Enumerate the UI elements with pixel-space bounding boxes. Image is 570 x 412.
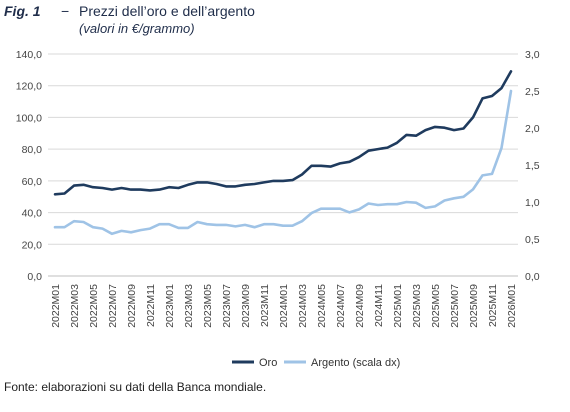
figure-dash: − (61, 3, 70, 19)
x-tick-label: 2025M07 (449, 284, 461, 328)
legend: Oro Argento (scala dx) (232, 357, 400, 369)
series-line-oro (53, 70, 513, 196)
x-tick-label: 2024M03 (297, 284, 309, 328)
x-tick-label: 2023M09 (240, 284, 252, 328)
x-tick-label: 2025M03 (411, 284, 423, 328)
x-tick-label: 2024M07 (335, 284, 347, 328)
y-right-tick-label: 2,0 (525, 123, 540, 135)
chart-title: Prezzi dell’oro e dell’argento (79, 3, 255, 19)
x-tick-label: 2025M11 (487, 284, 499, 327)
x-tick-label: 2026M01 (506, 284, 518, 328)
figure-number: Fig. 1 (4, 3, 41, 19)
x-tick-label: 2023M05 (202, 284, 214, 328)
legend-label-argento: Argento (scala dx) (311, 357, 400, 369)
legend-label-oro: Oro (259, 357, 277, 369)
series-lines (53, 70, 513, 236)
y-left-tick-label: 0,0 (27, 271, 42, 283)
series-line-argento (53, 89, 513, 236)
y-right-tick-label: 0,0 (525, 271, 540, 283)
y-left-tick-label: 40,0 (22, 208, 43, 220)
x-tick-label: 2022M09 (126, 284, 138, 328)
y-left-tick-label: 140,0 (16, 49, 42, 61)
x-tick-label: 2025M09 (468, 284, 480, 328)
x-tick-label: 2024M09 (354, 284, 366, 328)
x-tick-label: 2023M07 (221, 284, 233, 328)
x-tick-label: 2025M05 (430, 284, 442, 328)
x-tick-label: 2023M01 (164, 284, 176, 328)
y-left-tick-label: 80,0 (22, 144, 43, 156)
y-left-tick-label: 60,0 (22, 176, 43, 188)
x-tick-label: 2022M03 (69, 284, 81, 328)
y-left-tick-label: 20,0 (22, 239, 43, 251)
x-tick-label: 2023M03 (183, 284, 195, 328)
y-left-tick-label: 100,0 (16, 112, 42, 124)
x-tick-label: 2022M11 (145, 284, 157, 327)
x-tick-label: 2024M11 (373, 284, 385, 327)
y-right-tick-label: 1,0 (525, 197, 540, 209)
y-left-tick-label: 120,0 (16, 81, 42, 93)
source-note: Fonte: elaborazioni su dati della Banca … (4, 380, 267, 394)
x-axis: 2022M01 2022M03 2022M05 2022M07 2022M09 2022M… (50, 284, 518, 328)
figure-header: Fig. 1 − Prezzi dell’oro e dell’argento … (4, 2, 564, 42)
x-tick-label: 2022M01 (50, 284, 62, 328)
chart-subtitle: (valori in €/grammo) (79, 21, 195, 36)
y-right-tick-label: 2,5 (525, 86, 540, 98)
x-tick-label: 2023M11 (259, 284, 271, 327)
y-right-tick-label: 1,5 (525, 160, 540, 172)
y-axis-right: 0,0 0,5 1,0 1,5 2,0 2,5 3,0 (525, 49, 540, 283)
y-axis-left: 0,0 20,0 40,0 60,0 80,0 100,0 120,0 140,0 (16, 49, 42, 283)
x-tick-label: 2024M05 (316, 284, 328, 328)
x-tick-label: 2022M05 (88, 284, 100, 328)
x-tick-label: 2024M01 (278, 284, 290, 328)
gridlines (48, 53, 518, 277)
x-tick-label: 2025M01 (392, 284, 404, 328)
y-right-tick-label: 3,0 (525, 49, 540, 61)
x-tick-label: 2022M07 (107, 284, 119, 328)
y-right-tick-label: 0,5 (525, 234, 540, 246)
